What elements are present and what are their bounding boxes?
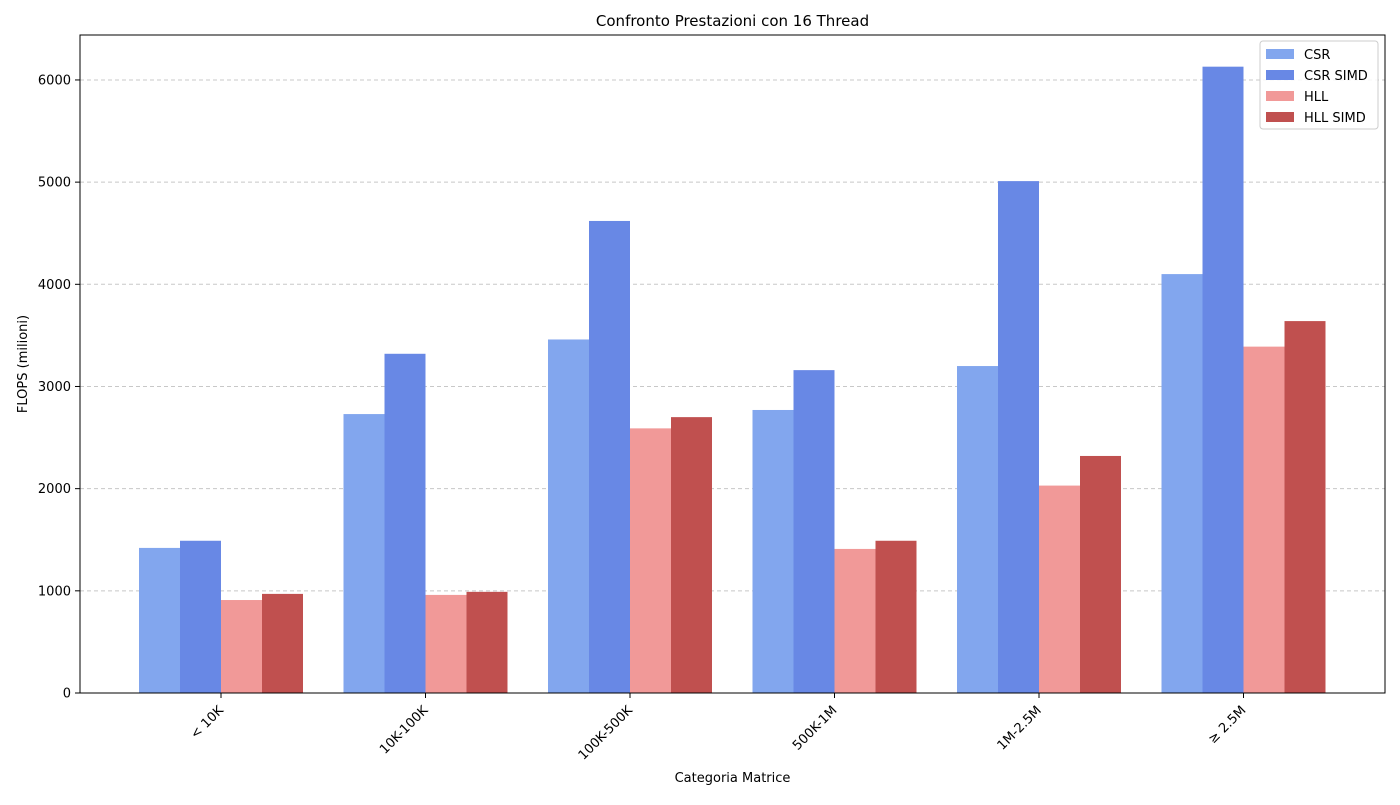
bar-hll-simd — [875, 540, 917, 693]
x-tick-label: < 10K — [188, 703, 227, 742]
bar-csr-simd — [180, 540, 221, 693]
y-tick-label: 2000 — [38, 482, 71, 497]
bar-hll — [1243, 346, 1285, 693]
bar-hll — [834, 548, 876, 693]
bar-hll-simd — [1080, 455, 1121, 693]
legend-swatch — [1266, 70, 1294, 80]
y-tick-label: 5000 — [38, 176, 71, 191]
bar-hll-simd — [466, 591, 508, 693]
bar-hll — [1039, 485, 1080, 693]
legend-label: HLL — [1304, 90, 1329, 105]
bar-hll-simd — [671, 417, 712, 693]
legend-swatch — [1266, 91, 1294, 101]
bar-hll-simd — [262, 593, 303, 693]
bar-csr-simd — [998, 181, 1039, 693]
bar-csr — [139, 547, 180, 693]
bars — [139, 66, 1326, 694]
legend-swatch — [1266, 49, 1294, 59]
bar-csr-simd — [384, 353, 426, 693]
x-axis-label: Categoria Matrice — [675, 771, 791, 786]
y-tick-label: 6000 — [38, 73, 71, 88]
bar-csr — [548, 339, 589, 693]
x-tick-label: 1M-2.5M — [995, 703, 1045, 753]
bar-csr — [1161, 274, 1203, 693]
bar-csr — [752, 409, 794, 693]
legend-label: CSR — [1304, 48, 1330, 63]
bar-hll — [425, 594, 467, 693]
legend-label: CSR SIMD — [1304, 69, 1368, 84]
bar-csr-simd — [589, 220, 630, 693]
legend-swatch — [1266, 112, 1294, 122]
y-tick-label: 0 — [63, 687, 71, 702]
chart-title: Confronto Prestazioni con 16 Thread — [596, 12, 869, 30]
y-tick-label: 4000 — [38, 278, 71, 293]
legend-label: HLL SIMD — [1304, 111, 1366, 126]
x-tick-label: ≥ 2.5M — [1206, 703, 1250, 747]
x-tick-label: 100K-500K — [576, 703, 636, 763]
bar-csr-simd — [1202, 66, 1244, 694]
legend-box — [1259, 40, 1379, 130]
plot-frame — [79, 34, 1386, 694]
y-axis-label: FLOPS (milioni) — [16, 315, 31, 413]
x-tick-label: 500K-1M — [790, 703, 840, 753]
y-tick-label: 3000 — [38, 380, 71, 395]
x-tick-label: 10K-100K — [377, 703, 432, 758]
bar-hll — [630, 428, 671, 693]
bar-csr-simd — [793, 370, 835, 693]
y-tick-label: 1000 — [38, 584, 71, 599]
bar-csr — [343, 414, 385, 693]
bar-csr — [957, 366, 998, 693]
bar-hll — [221, 600, 262, 693]
legend: CSR CSR SIMD HLL HLL SIMD — [1259, 40, 1379, 130]
bar-hll-simd — [1284, 321, 1326, 693]
